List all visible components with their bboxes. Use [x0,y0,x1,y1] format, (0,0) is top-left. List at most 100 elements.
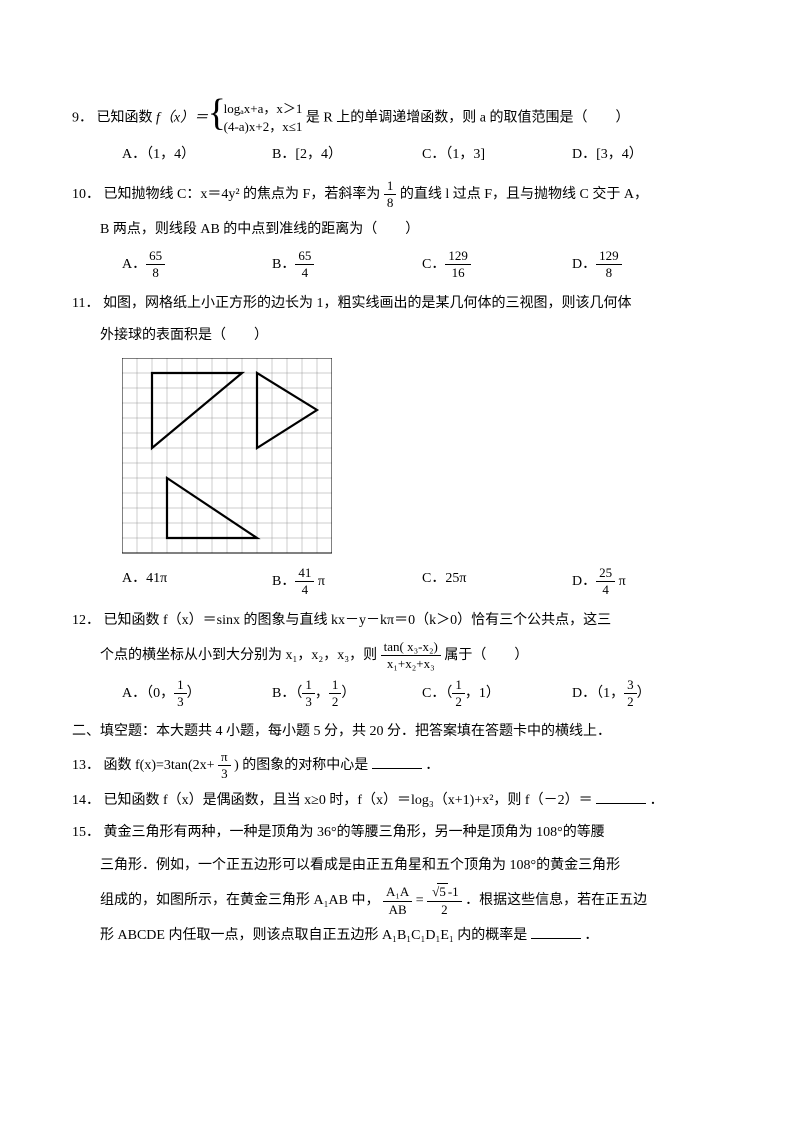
q15-l3: 组成的，如图所示，在黄金三角形 A₁AB 中， A₁AAB = 5-12 ．根据… [72,885,722,917]
question-15: 15． 黄金三角形有两种，一种是顶角为 36°的等腰三角形，另一种是顶角为 10… [72,820,722,847]
q15-l2: 三角形．例如，一个正五边形可以看成是由正五角星和五个顶角为 108°的黄金三角形 [72,853,722,880]
frac-num: 41 [295,566,314,582]
minus-one: -1 [448,884,459,899]
q10-options: A．658 B．654 C．12916 D．1298 [72,249,722,281]
frac-num: π [218,750,231,766]
q12-opt-b: B．（13，12） [272,678,422,710]
frac-den: 2 [329,694,342,709]
q10-frac1: 1 8 [384,179,397,211]
blank-answer [372,755,422,769]
frac-den: 4 [596,582,615,597]
blank-answer [596,790,646,804]
frac-num: 65 [146,249,165,265]
frac-num: 5-1 [427,885,461,901]
q13-t1: 函数 f(x)=3tan(2x+ [104,758,215,773]
frac-num: tan( x₃-x₂) [381,640,441,656]
q15-l4: 形 ABCDE 内任取一点，则该点取自正五边形 A₁B₁C₁D₁E₁ 内的概率是… [72,923,722,950]
q13-t2: ) 的图象的对称中心是 [234,758,368,773]
q15-num: 15． [72,825,100,840]
txt: B．（ [272,686,302,701]
q9-piece2: (4-a)x+2，x≤1 [224,118,303,136]
q15-ratio1: A₁AAB [383,885,412,917]
frac-den: 3 [218,766,231,781]
frac-num: 65 [295,249,314,265]
q15-l4a: 形 ABCDE 内任取一点，则该点取自正五边形 A₁B₁C₁D₁E₁ 内的概率是 [100,928,527,943]
q15-ratio2: 5-12 [427,885,461,917]
txt: C．（ [422,686,452,701]
q12-line1: 已知函数 f（x）＝sinx 的图象与直线 kx－y－kπ＝0（k＞0）恰有三个… [104,613,612,628]
q11-opt-a: A．41π [122,566,272,598]
q13-frac: π3 [218,750,231,782]
txt: ） [187,686,201,701]
three-view-diagram [122,358,332,558]
txt: ） [341,686,355,701]
frac-num: 129 [596,249,622,265]
frac-den: 8 [146,265,165,280]
q9-options: A．（1，4） B．[2，4） C．（1，3] D．[3，4） [72,142,722,169]
q12-line2b: 属于（ ） [444,648,528,663]
q12-num: 12． [72,613,100,628]
q11-opt-d: D．254 π [572,566,722,598]
radicand: 5 [437,883,448,899]
q11-opt-b: B．414 π [272,566,422,598]
section-2-header: 二、填空题：本大题共 4 小题，每小题 5 分，共 20 分．把答案填在答题卡中… [72,719,722,746]
q14-num: 14． [72,793,100,808]
q11-options: A．41π B．414 π C．25π D．254 π [72,566,722,598]
q13-t3: ． [425,758,439,773]
q9-text1: 已知函数 [97,110,157,125]
q11-opt-c: C．25π [422,566,572,598]
q11-line1: 如图，网格纸上小正方形的边长为 1，粗实线画出的是某几何体的三视图，则该几何体 [103,296,632,311]
q12-line2a: 个点的横坐标从小到大分别为 x₁，x₂，x₃，则 [100,648,377,663]
q9-text2: 是 R 上的单调递增函数，则 a 的取值范围是（ ） [306,110,630,125]
frac-den: 8 [384,195,397,210]
question-11: 11． 如图，网格纸上小正方形的边长为 1，粗实线画出的是某几何体的三视图，则该… [72,291,722,318]
pi-suffix: π [314,574,325,589]
q9-opt-b: B．[2，4） [272,142,422,169]
frac-num: 1 [302,678,315,694]
txt: D．（1， [572,686,624,701]
q14-t1: 已知函数 f（x）是偶函数，且当 x≥0 时，f（x）＝log₃（x+1)+x²… [104,793,593,808]
frac-den: x₁+x₂+x₃ [381,656,441,671]
frac-num: A₁A [383,885,412,901]
q10-opt-d: D．1298 [572,249,722,281]
q10-opt-a: A．658 [122,249,272,281]
q9-fx: f（x）＝ [156,110,208,125]
q9-piecewise: logₐx+a，x＞1 (4-a)x+2，x≤1 [212,100,303,136]
q13-num: 13． [72,758,100,773]
frac-den: 4 [295,265,314,280]
eq-sign: = [416,893,427,908]
q9-opt-d: D．[3，4） [572,142,722,169]
q11-num: 11． [72,296,99,311]
txt: ， [315,686,329,701]
frac-num: 129 [445,249,471,265]
q15-l1: 黄金三角形有两种，一种是顶角为 36°的等腰三角形，另一种是顶角为 108°的等… [104,825,605,840]
question-9: 9． 已知函数 f（x）＝ logₐx+a，x＞1 (4-a)x+2，x≤1 是… [72,100,722,136]
frac-den: 3 [302,694,315,709]
frac-den: 8 [596,265,622,280]
question-13: 13． 函数 f(x)=3tan(2x+ π3 ) 的图象的对称中心是 ． [72,750,722,782]
q10-opt-c: C．12916 [422,249,572,281]
frac-den: 16 [445,265,471,280]
frac-num: 1 [174,678,187,694]
pi-suffix: π [615,574,626,589]
frac-num: 1 [452,678,465,694]
frac-num: 25 [596,566,615,582]
question-14: 14． 已知函数 f（x）是偶函数，且当 x≥0 时，f（x）＝log₃（x+1… [72,788,722,815]
q15-l4b: ． [584,928,598,943]
q15-l3b: ．根据这些信息，若在正五边 [465,893,647,908]
question-10: 10． 已知抛物线 C：x＝4y² 的焦点为 F，若斜率为 1 8 的直线 l … [72,179,722,211]
txt: ） [637,686,651,701]
q9-piece1: logₐx+a，x＞1 [224,100,303,118]
frac-num: 1 [384,179,397,195]
q12-opt-c: C．（12，1） [422,678,572,710]
blank-answer [531,925,581,939]
frac-den: 2 [427,902,461,917]
frac-num: 1 [329,678,342,694]
frac-den: 4 [295,582,314,597]
frac-den: 2 [452,694,465,709]
txt: A．（0， [122,686,174,701]
q10-line1a: 已知抛物线 C：x＝4y² 的焦点为 F，若斜率为 [104,187,381,202]
q10-line1b: 的直线 l 过点 F，且与抛物线 C 交于 A， [400,187,648,202]
frac-den: AB [383,902,412,917]
frac-den: 2 [624,694,637,709]
